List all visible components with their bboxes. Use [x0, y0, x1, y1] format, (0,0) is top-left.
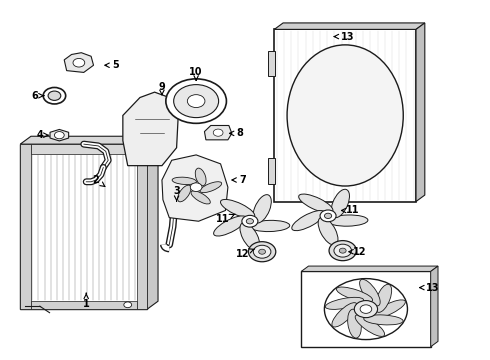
Bar: [137, 144, 147, 309]
Text: 8: 8: [229, 129, 244, 138]
Ellipse shape: [360, 279, 380, 306]
Circle shape: [124, 302, 132, 308]
Circle shape: [360, 305, 372, 313]
Ellipse shape: [172, 177, 196, 185]
Ellipse shape: [253, 195, 271, 223]
Text: 1: 1: [83, 293, 90, 309]
Ellipse shape: [355, 315, 385, 336]
Circle shape: [213, 129, 223, 136]
Text: 12: 12: [349, 247, 367, 257]
Ellipse shape: [318, 217, 338, 245]
Circle shape: [73, 58, 85, 67]
Ellipse shape: [240, 222, 260, 251]
Polygon shape: [50, 130, 69, 141]
Ellipse shape: [375, 284, 392, 312]
Text: 13: 13: [420, 283, 440, 293]
Ellipse shape: [348, 309, 361, 338]
Polygon shape: [20, 136, 158, 144]
Text: 3: 3: [173, 186, 180, 201]
Polygon shape: [204, 126, 232, 140]
Ellipse shape: [292, 211, 325, 231]
Ellipse shape: [220, 199, 255, 218]
Circle shape: [48, 91, 61, 100]
Text: 6: 6: [31, 91, 44, 101]
Text: 4: 4: [36, 130, 49, 140]
Ellipse shape: [325, 297, 364, 309]
Polygon shape: [274, 23, 425, 30]
Circle shape: [253, 245, 271, 258]
Ellipse shape: [331, 189, 349, 218]
Text: 12: 12: [236, 248, 255, 258]
Circle shape: [320, 210, 336, 222]
Circle shape: [248, 242, 276, 262]
Ellipse shape: [337, 287, 372, 302]
Circle shape: [54, 132, 64, 139]
Circle shape: [246, 219, 253, 224]
Polygon shape: [64, 53, 94, 72]
Ellipse shape: [177, 185, 191, 202]
Ellipse shape: [250, 220, 290, 231]
Text: 13: 13: [334, 32, 354, 41]
Circle shape: [329, 240, 356, 261]
Polygon shape: [162, 155, 228, 221]
Circle shape: [354, 301, 378, 318]
Text: 11: 11: [216, 214, 235, 224]
Circle shape: [242, 215, 258, 227]
Ellipse shape: [195, 168, 206, 186]
Text: 5: 5: [105, 60, 119, 70]
Ellipse shape: [191, 191, 210, 204]
Text: 10: 10: [190, 67, 203, 81]
Circle shape: [339, 248, 346, 253]
Text: 11: 11: [342, 206, 359, 216]
Polygon shape: [123, 92, 178, 166]
Ellipse shape: [372, 300, 405, 318]
Text: 2: 2: [93, 175, 105, 186]
Polygon shape: [20, 144, 147, 309]
Bar: [269, 51, 275, 76]
Ellipse shape: [200, 182, 221, 193]
Bar: [269, 158, 275, 184]
Bar: [20, 144, 31, 309]
Bar: [301, 271, 431, 347]
Bar: [31, 301, 137, 309]
Ellipse shape: [214, 216, 246, 236]
Ellipse shape: [328, 215, 368, 226]
Circle shape: [324, 213, 332, 219]
Polygon shape: [431, 266, 438, 347]
Circle shape: [190, 183, 202, 192]
Ellipse shape: [287, 45, 403, 186]
Circle shape: [334, 244, 351, 257]
Text: 9: 9: [159, 82, 165, 95]
Circle shape: [187, 95, 205, 108]
Circle shape: [259, 249, 266, 254]
Bar: [274, 30, 416, 202]
Polygon shape: [301, 266, 438, 271]
Ellipse shape: [364, 315, 403, 325]
Bar: [31, 144, 137, 154]
Polygon shape: [147, 136, 158, 309]
Polygon shape: [416, 23, 425, 202]
Text: 7: 7: [232, 175, 246, 185]
Ellipse shape: [332, 303, 357, 327]
Circle shape: [43, 87, 66, 104]
Circle shape: [173, 85, 219, 118]
Ellipse shape: [299, 194, 333, 213]
Circle shape: [166, 79, 226, 123]
